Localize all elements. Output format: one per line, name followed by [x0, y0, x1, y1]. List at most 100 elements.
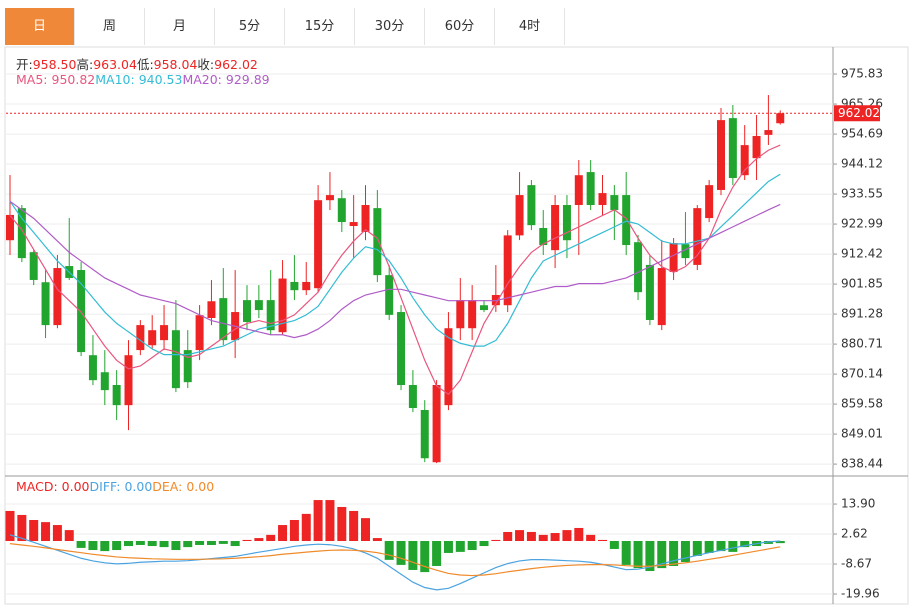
macd-bar	[396, 540, 406, 565]
macd-bar	[645, 540, 655, 572]
macd-bar	[135, 540, 145, 545]
candle-body	[551, 205, 560, 251]
macd-bar	[740, 540, 750, 548]
y-tick-label: 13.90	[841, 497, 875, 511]
macd-bar	[88, 540, 98, 551]
period-tab[interactable]: 4时	[495, 8, 565, 45]
candle-body	[717, 120, 725, 190]
macd-bar	[112, 540, 122, 551]
candle-body	[290, 281, 299, 291]
macd-bar	[218, 540, 228, 544]
macd-bar	[621, 540, 631, 565]
quote-label: 开:	[16, 57, 33, 72]
y-tick-label: 954.69	[841, 127, 883, 141]
period-tab[interactable]: 30分	[355, 8, 425, 45]
candle-body	[373, 208, 382, 276]
quote-label: 高:	[76, 57, 94, 72]
candle-body	[657, 268, 666, 326]
candle-body	[586, 172, 595, 206]
macd-bar	[680, 540, 690, 562]
ma-line	[9, 200, 781, 339]
macd-bar	[455, 540, 465, 552]
quote-value: 963.04	[93, 57, 137, 72]
candle-body	[171, 330, 180, 389]
legend-name: MA20:	[182, 72, 222, 87]
y-tick-label: 838.44	[841, 457, 883, 471]
macd-bar	[609, 540, 619, 549]
macd-bar	[550, 533, 560, 541]
period-tab[interactable]: 周	[75, 8, 145, 45]
macd-bar	[124, 540, 133, 547]
legend-name: MA5:	[16, 72, 48, 87]
candle-body	[503, 235, 512, 306]
macd-bar	[574, 527, 584, 541]
quote-value: 958.50	[32, 57, 77, 72]
macd-bar	[325, 500, 335, 541]
candle-body	[148, 330, 157, 346]
macd-bar	[242, 539, 252, 541]
macd-bar	[17, 514, 27, 541]
candle-body	[325, 195, 334, 201]
last-price-tag	[834, 105, 880, 122]
macd-bar	[598, 539, 607, 541]
candle-body	[480, 305, 488, 311]
legend-name: DIFF:	[89, 479, 121, 494]
macd-bar	[372, 538, 382, 541]
y-tick-label: 859.58	[841, 397, 883, 411]
y-tick-label: 912.42	[841, 247, 883, 261]
candle-body	[408, 385, 417, 408]
macd-bar	[230, 540, 240, 547]
macd-bar	[5, 510, 15, 541]
candle-body	[515, 195, 524, 236]
macd-bar	[76, 540, 86, 548]
macd-bar	[669, 540, 679, 566]
macd-bar	[41, 522, 51, 541]
candle-body	[29, 252, 38, 280]
quote-label: 收:	[197, 57, 215, 72]
y-tick-label: 944.12	[841, 157, 883, 171]
macd-bar	[562, 530, 572, 541]
candle-body	[160, 325, 169, 341]
macd-bar	[479, 540, 489, 547]
legend-name: MA10:	[95, 72, 135, 87]
candle-body	[740, 145, 749, 176]
macd-bar	[586, 534, 596, 541]
candle-body	[195, 315, 204, 351]
macd-bar	[384, 540, 394, 560]
candle-body	[752, 136, 761, 159]
macd-bar	[704, 540, 714, 553]
period-tab[interactable]: 日	[5, 8, 75, 45]
macd-line	[9, 543, 781, 577]
candle-body	[254, 300, 263, 311]
candle-body	[302, 281, 311, 291]
macd-bar	[633, 540, 643, 569]
candle-body	[669, 243, 678, 273]
quote-legend: 开:958.50高:963.04低:958.04收:962.02	[16, 54, 258, 73]
y-tick-label: 2.62	[841, 527, 868, 541]
period-tab[interactable]: 5分	[215, 8, 285, 45]
candle-body	[574, 175, 583, 206]
macd-bar	[775, 540, 785, 544]
period-tab[interactable]: 15分	[285, 8, 355, 45]
candle-body	[776, 113, 785, 124]
period-tab[interactable]: 60分	[425, 8, 495, 45]
candle-body	[539, 228, 548, 246]
candle-body	[432, 385, 441, 463]
macd-bar	[289, 519, 299, 541]
macd-bar	[361, 518, 370, 541]
legend-value: 0.00	[61, 479, 90, 494]
candle-body	[207, 301, 216, 319]
candle-body	[183, 350, 192, 383]
y-tick-label: 880.71	[841, 337, 883, 351]
candle-body	[314, 200, 323, 289]
y-tick-label: 901.85	[841, 277, 883, 291]
macd-bar	[301, 513, 311, 541]
period-tab[interactable]: 月	[145, 8, 215, 45]
candle-body	[88, 355, 97, 381]
y-tick-label: 933.55	[841, 187, 883, 201]
candle-body	[420, 409, 429, 459]
macd-bar	[716, 540, 726, 552]
candle-body	[562, 205, 571, 241]
legend-value: 940.53	[138, 72, 183, 87]
